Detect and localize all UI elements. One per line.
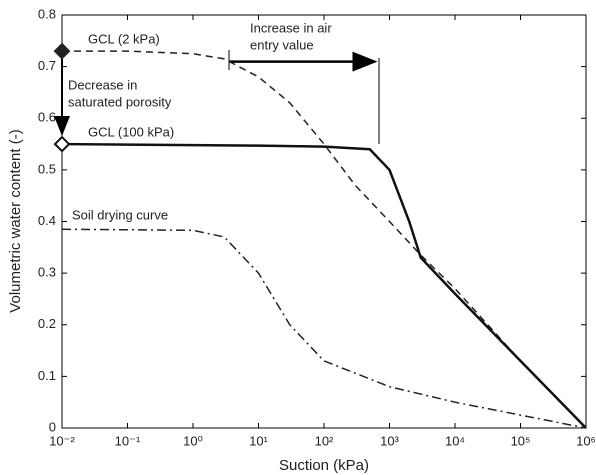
series-line <box>61 142 587 429</box>
x-tick-label: 10³ <box>380 433 399 448</box>
series-label: GCL (2 kPa) <box>88 31 160 46</box>
x-axis-label: Suction (kPa) <box>279 457 369 474</box>
y-tick-label: 0.6 <box>38 110 56 125</box>
y-tick-label: 0.1 <box>38 368 56 383</box>
x-tick-label: 10⁵ <box>511 433 531 448</box>
y-tick-label: 0.2 <box>38 316 56 331</box>
y-tick-label: 0.7 <box>38 58 56 73</box>
annotation: Increase in air <box>250 20 332 35</box>
x-tick-label: 10⁰ <box>183 433 203 448</box>
annotation: saturated porosity <box>68 94 172 109</box>
y-tick-label: 0 <box>49 419 56 434</box>
series-label: Soil drying curve <box>72 207 168 222</box>
marker <box>53 135 71 153</box>
x-tick-label: 10⁴ <box>445 433 465 448</box>
x-tick-label: 10² <box>315 433 334 448</box>
y-axis-label: Volumetric water content (-) <box>7 129 24 312</box>
y-tick-label: 0.4 <box>38 213 56 228</box>
y-tick-label: 0.3 <box>38 265 56 280</box>
annotation: entry value <box>250 37 314 52</box>
x-tick-label: 10⁻¹ <box>115 433 141 448</box>
x-tick-label: 10¹ <box>249 433 268 448</box>
series-line <box>61 228 587 429</box>
y-tick-label: 0.8 <box>38 6 56 21</box>
annotation: Decrease in <box>68 77 137 92</box>
y-tick-label: 0.5 <box>38 161 56 176</box>
x-tick-label: 10⁻² <box>49 433 75 448</box>
series-label: GCL (100 kPa) <box>88 124 174 139</box>
x-tick-label: 10⁶ <box>576 433 596 448</box>
marker <box>53 42 71 60</box>
